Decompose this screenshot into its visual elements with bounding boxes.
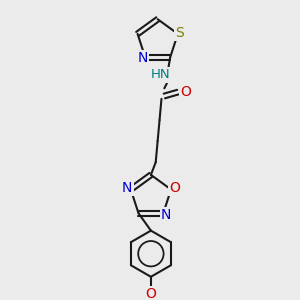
Text: O: O bbox=[180, 85, 191, 99]
Text: N: N bbox=[122, 181, 132, 194]
Text: O: O bbox=[169, 181, 180, 194]
Text: N: N bbox=[137, 52, 148, 65]
Text: O: O bbox=[146, 287, 156, 300]
Text: HN: HN bbox=[151, 68, 170, 81]
Text: N: N bbox=[161, 208, 171, 222]
Text: S: S bbox=[176, 26, 184, 40]
